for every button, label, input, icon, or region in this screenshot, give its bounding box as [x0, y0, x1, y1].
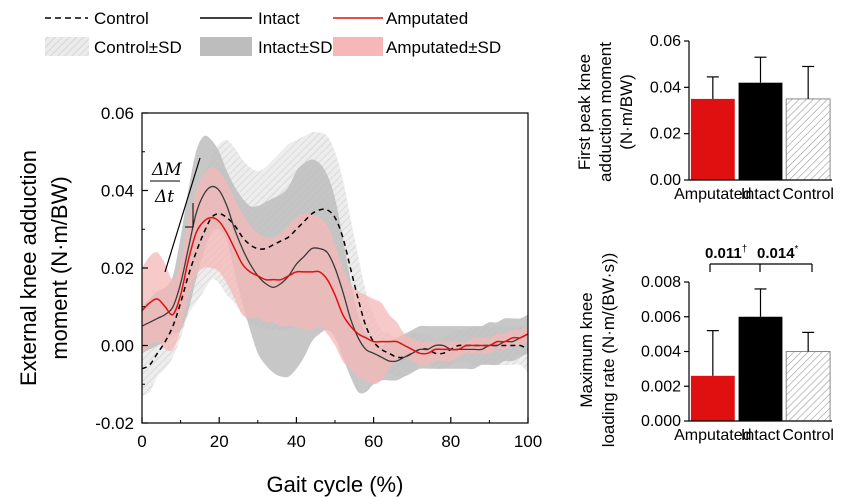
main-xtick-label: 0 [137, 432, 146, 451]
main-ytick-label: -0.02 [95, 414, 134, 433]
legend-control-label: Control [94, 9, 149, 28]
legend-amputated-sd-swatch [333, 37, 383, 56]
bar1-ylabel-line1: First peak knee [575, 54, 594, 170]
legend-control-sd-swatch [45, 37, 89, 56]
slope-line [164, 157, 201, 273]
bar2-ylabel-line2: loading rate (N·m/(BW·s)) [599, 253, 618, 448]
p-value-amputated-intact: 0.011† [705, 244, 747, 262]
legend-intact-sd-label: Intact±SD [258, 38, 333, 57]
p-value-1: 0.011 [705, 245, 742, 262]
category-label-control: Control [782, 427, 834, 444]
intact-mean-line [142, 185, 528, 363]
annotation-denominator: Δt [154, 187, 174, 207]
control-mean-line [142, 208, 528, 370]
bar-ytick-label: 0.00 [650, 172, 681, 189]
bar-ytick-label: 0.002 [641, 378, 681, 395]
bar-ytick-label: 0.04 [650, 79, 681, 96]
main-xtick-label: 60 [364, 432, 383, 451]
amputated-sd-band [142, 167, 528, 385]
main-axes: -0.02 0.00 0.02 0.04 0.06 0 20 40 60 80 100 [95, 104, 542, 451]
main-xlabel: Gait cycle (%) [267, 472, 404, 497]
mean-lines [142, 185, 528, 370]
bar-ytick-label: 0.02 [650, 126, 681, 143]
category-label-amputated: Amputated [674, 186, 751, 203]
main-ylabel-line1: External knee adduction [16, 150, 41, 386]
amputated-mean-line [142, 216, 528, 355]
loading-rate-annotation: ΔM Δt [150, 157, 201, 273]
bar-ytick-label: 0.006 [641, 309, 681, 326]
bar-control [785, 351, 831, 422]
bar-intact [738, 82, 783, 180]
main-chart: -0.020.000.020.040.060 20 40 60 80 100 ΔM Δt … [16, 104, 542, 497]
bar-amputated [690, 98, 735, 180]
legend-amputated-sd-label: Amputated±SD [386, 38, 501, 57]
legend-intact-sd-swatch [200, 37, 252, 56]
sd-bands [142, 131, 528, 396]
main-ylabel-line2: moment (N·m/BW) [47, 176, 72, 359]
bar-control [785, 98, 831, 181]
main-ytick-label: 0.00 [101, 337, 134, 356]
bar-ytick-label: 0.06 [650, 33, 681, 50]
legend-control-sd-label: Control±SD [94, 38, 182, 57]
main-xtick-label: 100 [514, 432, 542, 451]
bar-ytick-label: 0.004 [641, 344, 681, 361]
p-value-2: 0.014 [757, 245, 795, 262]
main-xtick-label: 20 [210, 432, 229, 451]
main-ytick-label: 0.02 [101, 259, 134, 278]
main-xtick-label: 40 [287, 432, 306, 451]
category-label-amputated: Amputated [674, 427, 751, 444]
legend-intact-label: Intact [258, 9, 300, 28]
bar1-ylabel-line2: adduction moment [596, 42, 615, 182]
p-value-intact-control: 0.014* [757, 244, 799, 262]
main-ytick-label: 0.06 [101, 104, 134, 123]
legend-amputated-label: Amputated [386, 9, 468, 28]
bar2-ylabel-line1: Maximum knee [577, 292, 596, 407]
bar-ytick-label: 0.000 [641, 413, 681, 430]
p-value-2-mark: * [795, 244, 799, 255]
annotation-numerator: ΔM [151, 160, 182, 180]
bar1-ylabel-line3: (N·m/BW) [617, 74, 636, 150]
main-xtick-label: 80 [441, 432, 460, 451]
category-label-intact: Intact [741, 186, 781, 203]
significance-bracket: 0.011† 0.014* [705, 244, 813, 272]
category-label-control: Control [782, 186, 834, 203]
category-label-intact: Intact [741, 427, 781, 444]
bar-ytick-label: 0.008 [641, 274, 681, 291]
p-value-1-mark: † [742, 244, 748, 255]
bar-amputated [690, 375, 735, 421]
bar-intact [738, 316, 783, 421]
legend: Control Intact Amputated Control±SD Inta… [45, 9, 501, 57]
main-ytick-label: 0.04 [101, 182, 134, 201]
